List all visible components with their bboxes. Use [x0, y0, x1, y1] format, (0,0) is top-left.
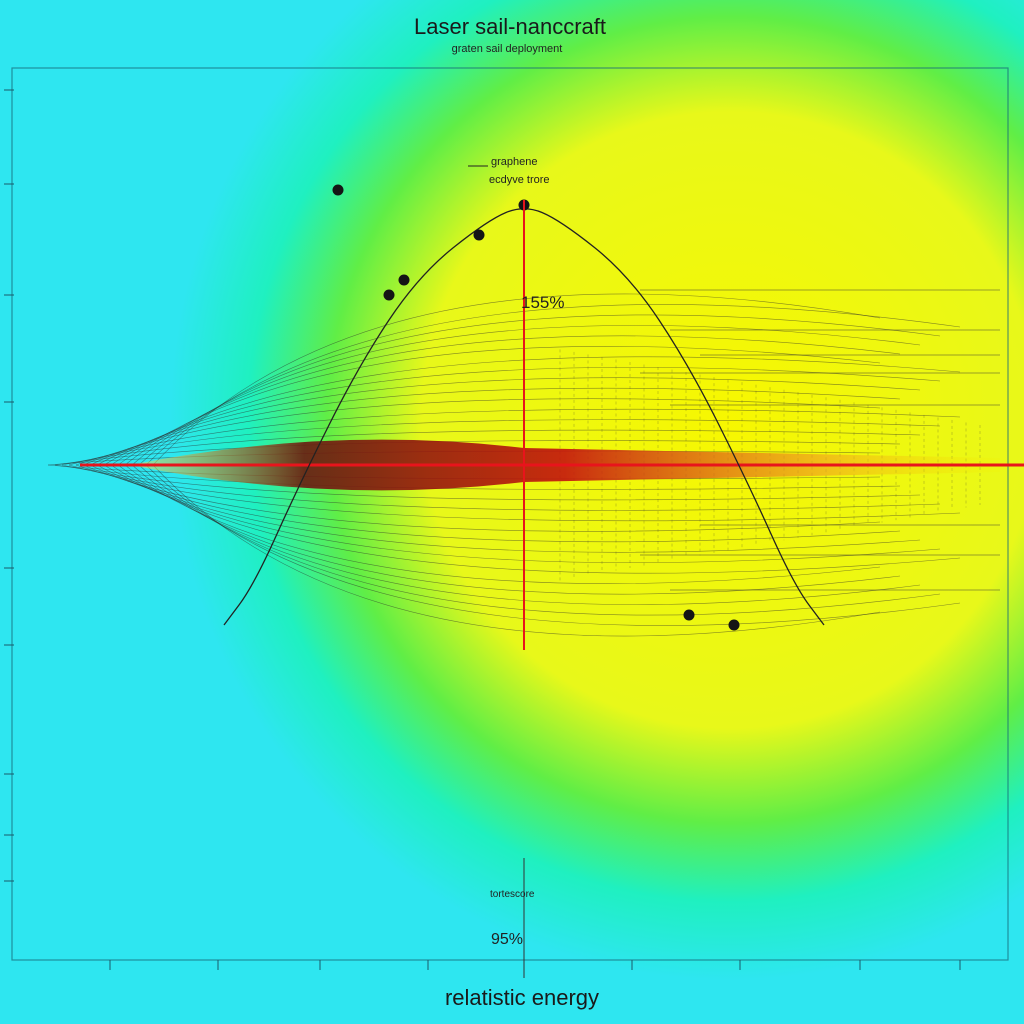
peak-curve — [223, 208, 825, 626]
wave-line — [75, 464, 961, 522]
wave-line — [110, 464, 961, 574]
wave-line — [152, 464, 881, 637]
peak-label: 155% — [521, 293, 564, 312]
data-point — [683, 609, 695, 621]
wave-line — [138, 314, 941, 466]
legend-line-1: graphene — [491, 156, 538, 168]
data-point — [473, 229, 485, 241]
x-axis-label: relatistic energy — [445, 985, 599, 1010]
wave-line — [61, 464, 921, 501]
chart-title: Laser sail-nanccraft — [414, 14, 606, 39]
wave-line — [96, 377, 921, 466]
bottom-value: 95% — [491, 931, 523, 948]
markers — [332, 184, 740, 631]
y-axis-ticks — [4, 89, 14, 882]
wave-line — [124, 335, 901, 466]
wave-line — [131, 464, 921, 605]
wave-line — [110, 356, 961, 466]
data-point — [728, 619, 740, 631]
plot-frame — [11, 67, 1009, 961]
wave-line — [89, 464, 901, 543]
wave-line — [89, 387, 901, 466]
wave-line — [152, 293, 881, 466]
data-point — [332, 184, 344, 196]
legend-line-2: ecdyve trore — [489, 174, 550, 186]
x-axis-ticks — [109, 960, 961, 970]
laser-beam — [80, 439, 1024, 491]
wave-line — [75, 408, 961, 466]
wave-line — [61, 429, 921, 466]
wave-line — [96, 464, 921, 553]
chart-subtitle: graten sail deployment — [452, 43, 563, 55]
wave-line — [138, 464, 941, 616]
bottom-label: tortescore — [490, 889, 535, 900]
data-point — [398, 274, 410, 286]
data-point — [383, 289, 395, 301]
